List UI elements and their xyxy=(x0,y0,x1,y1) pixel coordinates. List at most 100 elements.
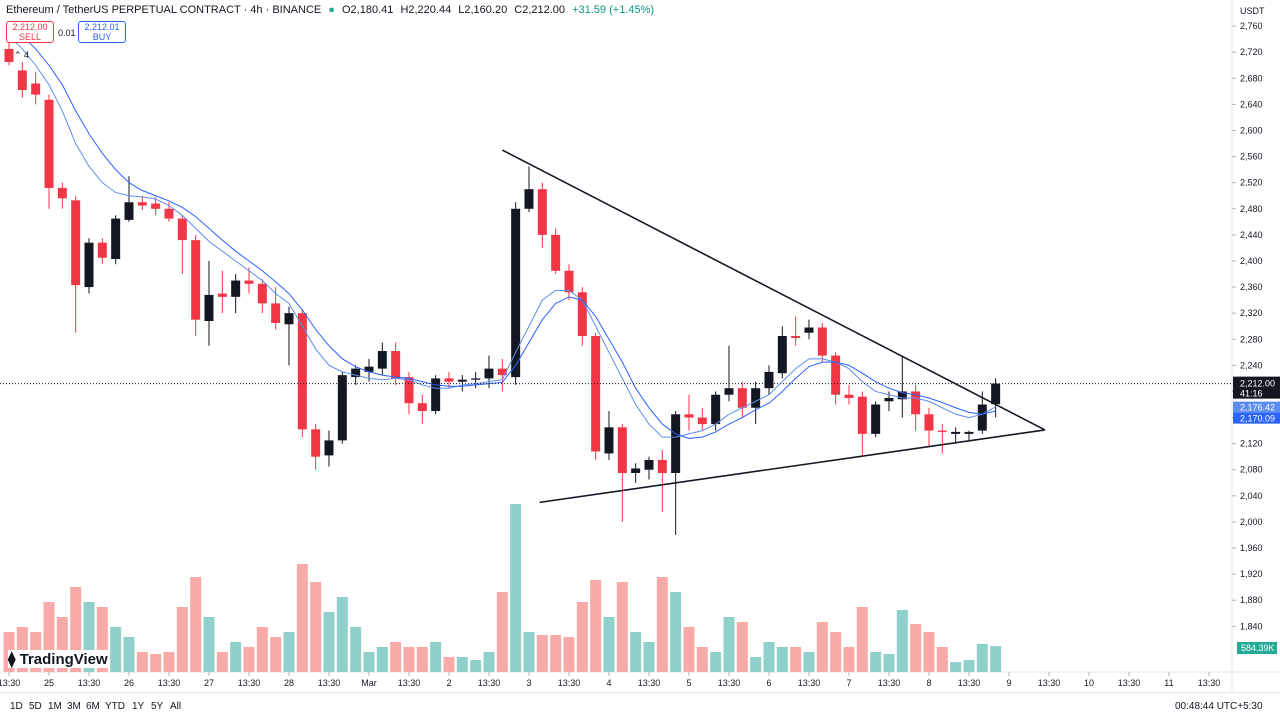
volume-bar xyxy=(336,597,348,672)
volume-bar xyxy=(590,580,602,672)
volume-box xyxy=(1237,642,1277,654)
volume-bar xyxy=(763,642,775,672)
volume-bar xyxy=(990,646,1002,672)
volume-bar xyxy=(203,617,215,672)
candle-body xyxy=(431,378,441,412)
candle-body xyxy=(271,303,281,323)
volume-bar xyxy=(630,632,642,672)
candle-body xyxy=(164,208,174,219)
ma-price-box xyxy=(1233,412,1280,424)
volume-bar xyxy=(883,654,895,672)
chart: USDT 1,840 1,880 1,920 1,960 2,000 2,040 2,080… xyxy=(0,0,1280,692)
x-tick-label: 7 xyxy=(846,678,851,688)
sell-button[interactable]: 2,212.00 SELL xyxy=(6,21,54,43)
volume-bar xyxy=(976,644,988,672)
header: Ethereum / TetherUS PERPETUAL CONTRACT ·… xyxy=(6,4,658,16)
candle-body xyxy=(791,336,801,338)
candle-body xyxy=(484,368,494,379)
clock: 00:48:44 UTC+5:30 xyxy=(1175,701,1263,712)
y-tick-label: 2,760 xyxy=(1240,21,1263,31)
x-tick-label: 28 xyxy=(284,678,294,688)
x-tick-label: 13:30 xyxy=(718,678,741,688)
candle-body xyxy=(604,427,614,454)
candle-body xyxy=(204,294,214,321)
y-tick-label: 1,880 xyxy=(1240,595,1263,605)
volume-bar xyxy=(950,662,962,672)
x-tick-label: 13:30 xyxy=(1118,678,1141,688)
volume-label: 584.39K xyxy=(1241,643,1275,653)
x-tick-label: 11 xyxy=(1164,678,1173,688)
period-button[interactable]: 1Y xyxy=(132,701,145,712)
y-tick-label: 2,400 xyxy=(1240,256,1263,266)
candle-body xyxy=(777,336,787,374)
x-tick-label: 10 xyxy=(1084,678,1094,688)
candle-body xyxy=(151,203,161,209)
y-tick-label: 2,320 xyxy=(1240,308,1263,318)
candle-body xyxy=(111,218,121,260)
period-button[interactable]: 6M xyxy=(86,701,100,712)
y-tick-label: 1,920 xyxy=(1240,569,1263,579)
ohlc: H2,220.44 xyxy=(400,4,452,16)
candle-body xyxy=(124,202,134,220)
volume-bar xyxy=(283,632,295,672)
period-button[interactable]: YTD xyxy=(105,701,125,712)
trendline xyxy=(539,429,1046,504)
indicator-count[interactable]: ⌃ 4 xyxy=(14,50,30,60)
candle-body xyxy=(31,83,41,95)
volume-bar xyxy=(896,610,908,672)
candle-body xyxy=(311,429,321,457)
volume-bar xyxy=(390,642,402,672)
period-button[interactable]: 3M xyxy=(67,701,81,712)
volume-bar xyxy=(736,622,748,672)
x-tick-label: 13:30 xyxy=(158,678,181,688)
volume-bar xyxy=(803,652,815,672)
trendline xyxy=(501,149,1046,431)
volume-bar xyxy=(443,657,455,672)
candle-body xyxy=(191,240,201,320)
volume-bar xyxy=(683,627,695,672)
candle-body xyxy=(924,414,934,431)
period-button[interactable]: 1D xyxy=(10,701,23,712)
currency: USDT xyxy=(1240,6,1265,16)
x-tick-label: 9 xyxy=(1006,678,1011,688)
volume-bar xyxy=(363,652,375,672)
candle-body xyxy=(897,391,907,400)
x-tick-label: 5 xyxy=(686,678,691,688)
volume-bar xyxy=(550,635,562,672)
candle-body xyxy=(711,394,721,425)
candle-body xyxy=(591,336,601,452)
change: +31.59 (+1.45%) xyxy=(572,4,655,16)
candle-body xyxy=(871,404,881,434)
y-tick-label: 2,080 xyxy=(1240,465,1263,475)
moving-average xyxy=(8,25,996,439)
candle-body xyxy=(564,270,574,293)
volume-bar xyxy=(310,582,322,672)
volume-bar xyxy=(430,642,442,672)
status-dot: ● xyxy=(328,4,335,16)
buy-button[interactable]: 2,212.01 BUY xyxy=(78,21,126,43)
period-button[interactable]: 5Y xyxy=(151,701,164,712)
volume-bar xyxy=(483,652,495,672)
period-button[interactable]: 5D xyxy=(29,701,42,712)
candle-body xyxy=(737,388,747,408)
candle-body xyxy=(657,459,667,474)
period-button[interactable]: 1M xyxy=(48,701,62,712)
ohlc: C2,212.00 xyxy=(514,4,566,16)
volume-bar xyxy=(350,627,362,672)
volume-bar xyxy=(510,504,522,672)
sell-price: 2,212.00 xyxy=(12,22,48,32)
candle-body xyxy=(457,379,467,382)
volume-bar xyxy=(776,647,788,672)
y-tick-label: 2,040 xyxy=(1240,491,1263,501)
y-tick-label: 2,480 xyxy=(1240,204,1263,214)
candle-body xyxy=(17,70,27,91)
volume-bar xyxy=(563,637,575,672)
candle-body xyxy=(57,187,67,199)
volume-bar xyxy=(656,577,668,672)
sell-label: SELL xyxy=(18,32,42,42)
volume-bar xyxy=(536,635,548,672)
volume-bar xyxy=(496,592,508,672)
volume-bar xyxy=(816,622,828,672)
period-button[interactable]: All xyxy=(170,701,182,712)
candle-body xyxy=(391,351,401,379)
